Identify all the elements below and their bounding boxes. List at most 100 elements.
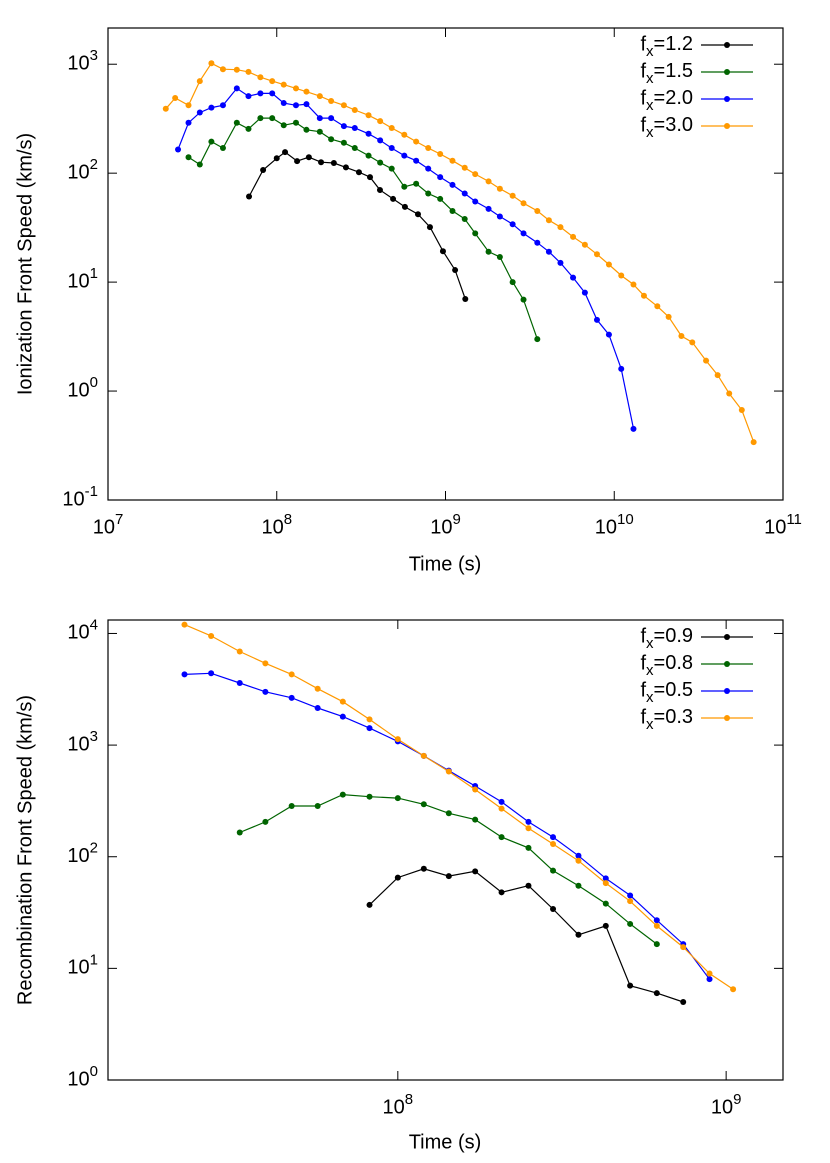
data-point (689, 339, 696, 346)
legend-marker (724, 42, 730, 48)
x-tick-label: 1010 (595, 511, 634, 538)
data-point (437, 195, 444, 202)
legend-label: fx=2.0 (640, 87, 693, 114)
data-point (557, 224, 564, 231)
data-point (196, 109, 203, 116)
legend-label: fx=0.8 (640, 652, 693, 679)
data-point (413, 180, 420, 187)
data-point (246, 193, 253, 200)
data-point (303, 101, 310, 108)
y-tick-label: 102 (67, 156, 98, 183)
data-point (366, 725, 373, 732)
data-point (262, 660, 269, 667)
x-tick-label: 109 (711, 1091, 742, 1118)
data-point (414, 211, 421, 218)
y-axis-label: Recombination Front Speed (km/s) (14, 695, 36, 1005)
data-point (630, 425, 637, 432)
data-point (557, 259, 564, 266)
series-line (184, 672, 710, 980)
data-point (680, 944, 687, 951)
data-point (425, 190, 432, 197)
data-point (680, 998, 687, 1005)
data-point (653, 990, 660, 997)
data-point (328, 136, 335, 143)
data-point (208, 60, 215, 67)
data-point (498, 805, 505, 812)
y-tick-label: 101 (67, 265, 98, 292)
data-point (550, 841, 557, 848)
data-point (545, 248, 552, 255)
data-point (339, 713, 346, 720)
legend-label: fx=1.2 (640, 33, 693, 60)
data-point (593, 316, 600, 323)
data-point (525, 818, 532, 825)
data-point (738, 407, 745, 414)
data-point (394, 795, 401, 802)
data-point (605, 331, 612, 338)
data-point (388, 124, 395, 131)
data-point (498, 834, 505, 841)
data-point (618, 272, 625, 279)
data-point (485, 205, 492, 212)
data-point (208, 632, 215, 639)
data-point (175, 146, 182, 153)
data-point (472, 786, 479, 793)
data-point (413, 138, 420, 145)
x-tick-label: 109 (430, 511, 461, 538)
data-point (388, 165, 395, 172)
data-point (498, 889, 505, 896)
series-line (184, 624, 734, 990)
data-point (236, 679, 243, 686)
data-point (570, 233, 577, 240)
data-point (280, 81, 287, 88)
data-point (461, 215, 468, 222)
data-point (439, 248, 446, 255)
data-point (236, 829, 243, 836)
x-tick-label: 1011 (764, 511, 802, 538)
data-point (461, 164, 468, 171)
data-point (262, 688, 269, 695)
data-point (401, 152, 408, 159)
data-point (292, 102, 299, 109)
data-point (257, 115, 264, 122)
data-point (233, 119, 240, 126)
data-point (365, 112, 372, 119)
series-line (188, 117, 538, 340)
data-point (303, 126, 310, 133)
data-point (520, 296, 527, 303)
data-point (219, 102, 226, 109)
data-point (426, 224, 433, 231)
data-point (581, 289, 588, 296)
data-point (509, 221, 516, 228)
data-point (750, 439, 757, 446)
data-point (472, 171, 479, 178)
data-point (627, 982, 634, 989)
x-axis-label: Time (s) (409, 553, 482, 575)
data-point (328, 115, 335, 122)
data-point (355, 169, 362, 176)
data-point (703, 357, 710, 364)
data-point (525, 844, 532, 851)
data-point (550, 867, 557, 874)
data-point (401, 203, 408, 210)
data-point (570, 274, 577, 281)
legend-marker (724, 661, 730, 667)
data-point (377, 118, 384, 125)
data-point (550, 906, 557, 913)
data-point (280, 122, 287, 129)
data-point (509, 192, 516, 199)
data-point (485, 248, 492, 255)
data-point (292, 85, 299, 92)
x-tick-label: 108 (261, 511, 292, 538)
data-point (316, 93, 323, 100)
data-point (282, 149, 289, 156)
data-point (472, 198, 479, 205)
data-point (269, 78, 276, 85)
data-point (314, 685, 321, 692)
series-line (177, 87, 635, 429)
data-point (294, 158, 301, 165)
data-point (520, 230, 527, 237)
data-point (593, 251, 600, 258)
legend-marker (724, 123, 730, 129)
data-point (292, 119, 299, 126)
